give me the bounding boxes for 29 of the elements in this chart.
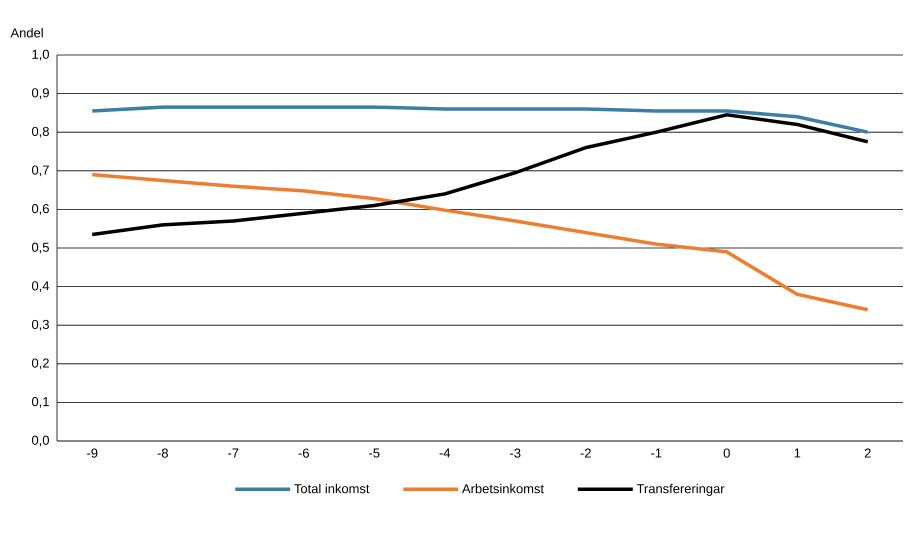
x-tick-label: -3 [510, 448, 520, 458]
y-tick-label: 0,8 [32, 126, 49, 138]
y-axis-title: Andel [10, 28, 43, 38]
y-tick-label: 0,2 [32, 358, 49, 370]
x-tick-label: -4 [440, 448, 450, 458]
y-tick-label: 0,3 [32, 320, 49, 331]
legend-label: Total inkomst [294, 484, 370, 494]
y-tick-label: 0,7 [32, 165, 49, 176]
x-tick-label: -9 [87, 448, 98, 458]
x-tick-label: -8 [158, 448, 168, 458]
y-tick-label: 1,0 [32, 50, 49, 60]
x-tick-label: -2 [580, 448, 591, 458]
y-tick-label: 0,5 [32, 242, 49, 254]
x-tick-label: -5 [369, 448, 380, 458]
x-tick-label: -6 [298, 448, 309, 458]
line-series [90, 172, 870, 312]
x-tick-label: 2 [864, 448, 871, 458]
x-tick-label: -7 [228, 448, 238, 458]
y-tick-label: 0,1 [32, 397, 49, 408]
y-tick-label: 0,0 [32, 436, 49, 446]
x-tick-label: 1 [794, 448, 800, 458]
y-tick-label: 0,6 [32, 204, 49, 215]
legend-label: Transfereringar [636, 484, 724, 496]
legend-label: Arbetsinkomst [462, 484, 544, 494]
x-tick-label: 0 [724, 448, 730, 458]
x-tick-label: -1 [651, 448, 662, 458]
line-series [90, 113, 870, 236]
y-tick-label: 0,4 [32, 281, 50, 292]
y-tick-label: 0,9 [32, 88, 49, 99]
